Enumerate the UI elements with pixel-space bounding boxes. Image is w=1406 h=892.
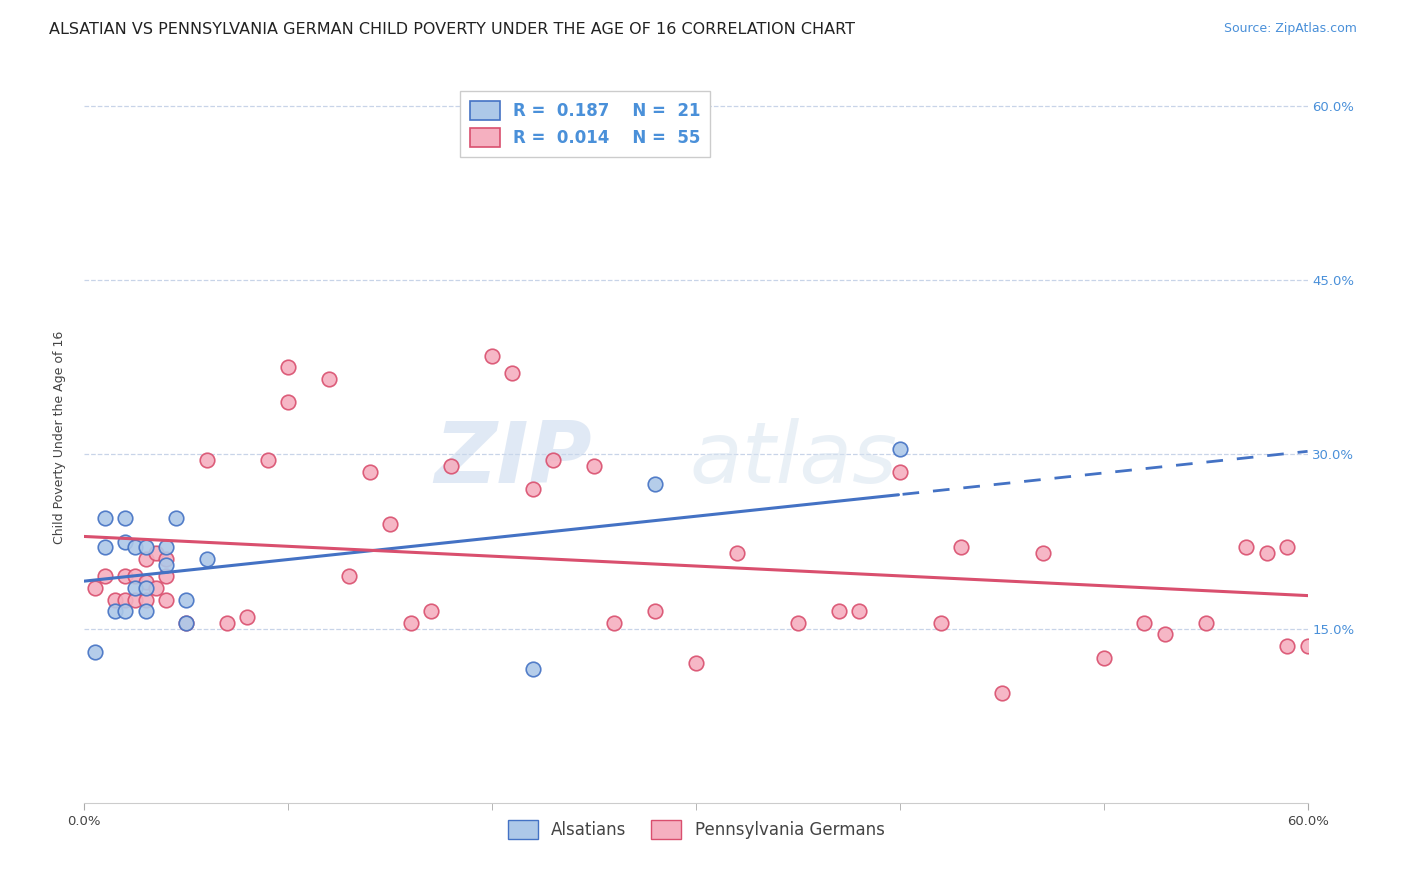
- Point: [195, 552, 218, 566]
- Point: [124, 541, 146, 555]
- Point: [135, 552, 157, 566]
- Point: [950, 541, 973, 555]
- Point: [114, 534, 136, 549]
- Point: [135, 581, 157, 595]
- Point: [165, 511, 187, 525]
- Point: [155, 592, 177, 607]
- Point: [277, 360, 299, 375]
- Point: [787, 615, 810, 630]
- Point: [135, 541, 157, 555]
- Text: ZIP: ZIP: [434, 417, 592, 500]
- Y-axis label: Child Poverty Under the Age of 16: Child Poverty Under the Age of 16: [52, 330, 66, 544]
- Point: [104, 592, 127, 607]
- Point: [135, 575, 157, 590]
- Point: [155, 558, 177, 572]
- Point: [1195, 615, 1218, 630]
- Point: [195, 453, 218, 467]
- Point: [93, 541, 115, 555]
- Point: [114, 569, 136, 583]
- Point: [522, 483, 544, 497]
- Point: [359, 465, 381, 479]
- Point: [1277, 541, 1299, 555]
- Point: [135, 604, 157, 618]
- Point: [1092, 650, 1115, 665]
- Point: [380, 517, 402, 532]
- Point: [991, 685, 1014, 699]
- Point: [1236, 541, 1258, 555]
- Point: [257, 453, 280, 467]
- Point: [155, 541, 177, 555]
- Point: [889, 442, 911, 456]
- Text: ALSATIAN VS PENNSYLVANIA GERMAN CHILD POVERTY UNDER THE AGE OF 16 CORRELATION CH: ALSATIAN VS PENNSYLVANIA GERMAN CHILD PO…: [49, 22, 855, 37]
- Point: [1133, 615, 1156, 630]
- Point: [83, 581, 105, 595]
- Point: [929, 615, 952, 630]
- Point: [603, 615, 626, 630]
- Point: [339, 569, 361, 583]
- Point: [174, 615, 197, 630]
- Point: [124, 592, 146, 607]
- Point: [124, 569, 146, 583]
- Point: [1256, 546, 1278, 560]
- Point: [543, 453, 565, 467]
- Point: [502, 366, 524, 380]
- Point: [124, 581, 146, 595]
- Point: [83, 645, 105, 659]
- Point: [174, 592, 197, 607]
- Point: [420, 604, 443, 618]
- Point: [217, 615, 239, 630]
- Point: [583, 459, 606, 474]
- Text: Source: ZipAtlas.com: Source: ZipAtlas.com: [1223, 22, 1357, 36]
- Point: [1296, 639, 1319, 653]
- Point: [1032, 546, 1054, 560]
- Point: [318, 372, 340, 386]
- Point: [644, 476, 666, 491]
- Legend: Alsatians, Pennsylvania Germans: Alsatians, Pennsylvania Germans: [501, 814, 891, 846]
- Point: [889, 465, 911, 479]
- Point: [848, 604, 870, 618]
- Point: [114, 511, 136, 525]
- Point: [277, 395, 299, 409]
- Point: [93, 511, 115, 525]
- Point: [440, 459, 463, 474]
- Point: [93, 569, 115, 583]
- Point: [135, 592, 157, 607]
- Point: [114, 604, 136, 618]
- Point: [145, 546, 167, 560]
- Point: [725, 546, 748, 560]
- Point: [174, 615, 197, 630]
- Point: [399, 615, 422, 630]
- Point: [145, 581, 167, 595]
- Point: [644, 604, 666, 618]
- Point: [828, 604, 851, 618]
- Point: [1277, 639, 1299, 653]
- Point: [155, 569, 177, 583]
- Point: [685, 657, 707, 671]
- Point: [1154, 627, 1177, 641]
- Point: [155, 552, 177, 566]
- Point: [104, 604, 127, 618]
- Text: atlas: atlas: [690, 417, 898, 500]
- Point: [481, 349, 503, 363]
- Point: [236, 610, 259, 624]
- Point: [114, 592, 136, 607]
- Point: [522, 662, 544, 676]
